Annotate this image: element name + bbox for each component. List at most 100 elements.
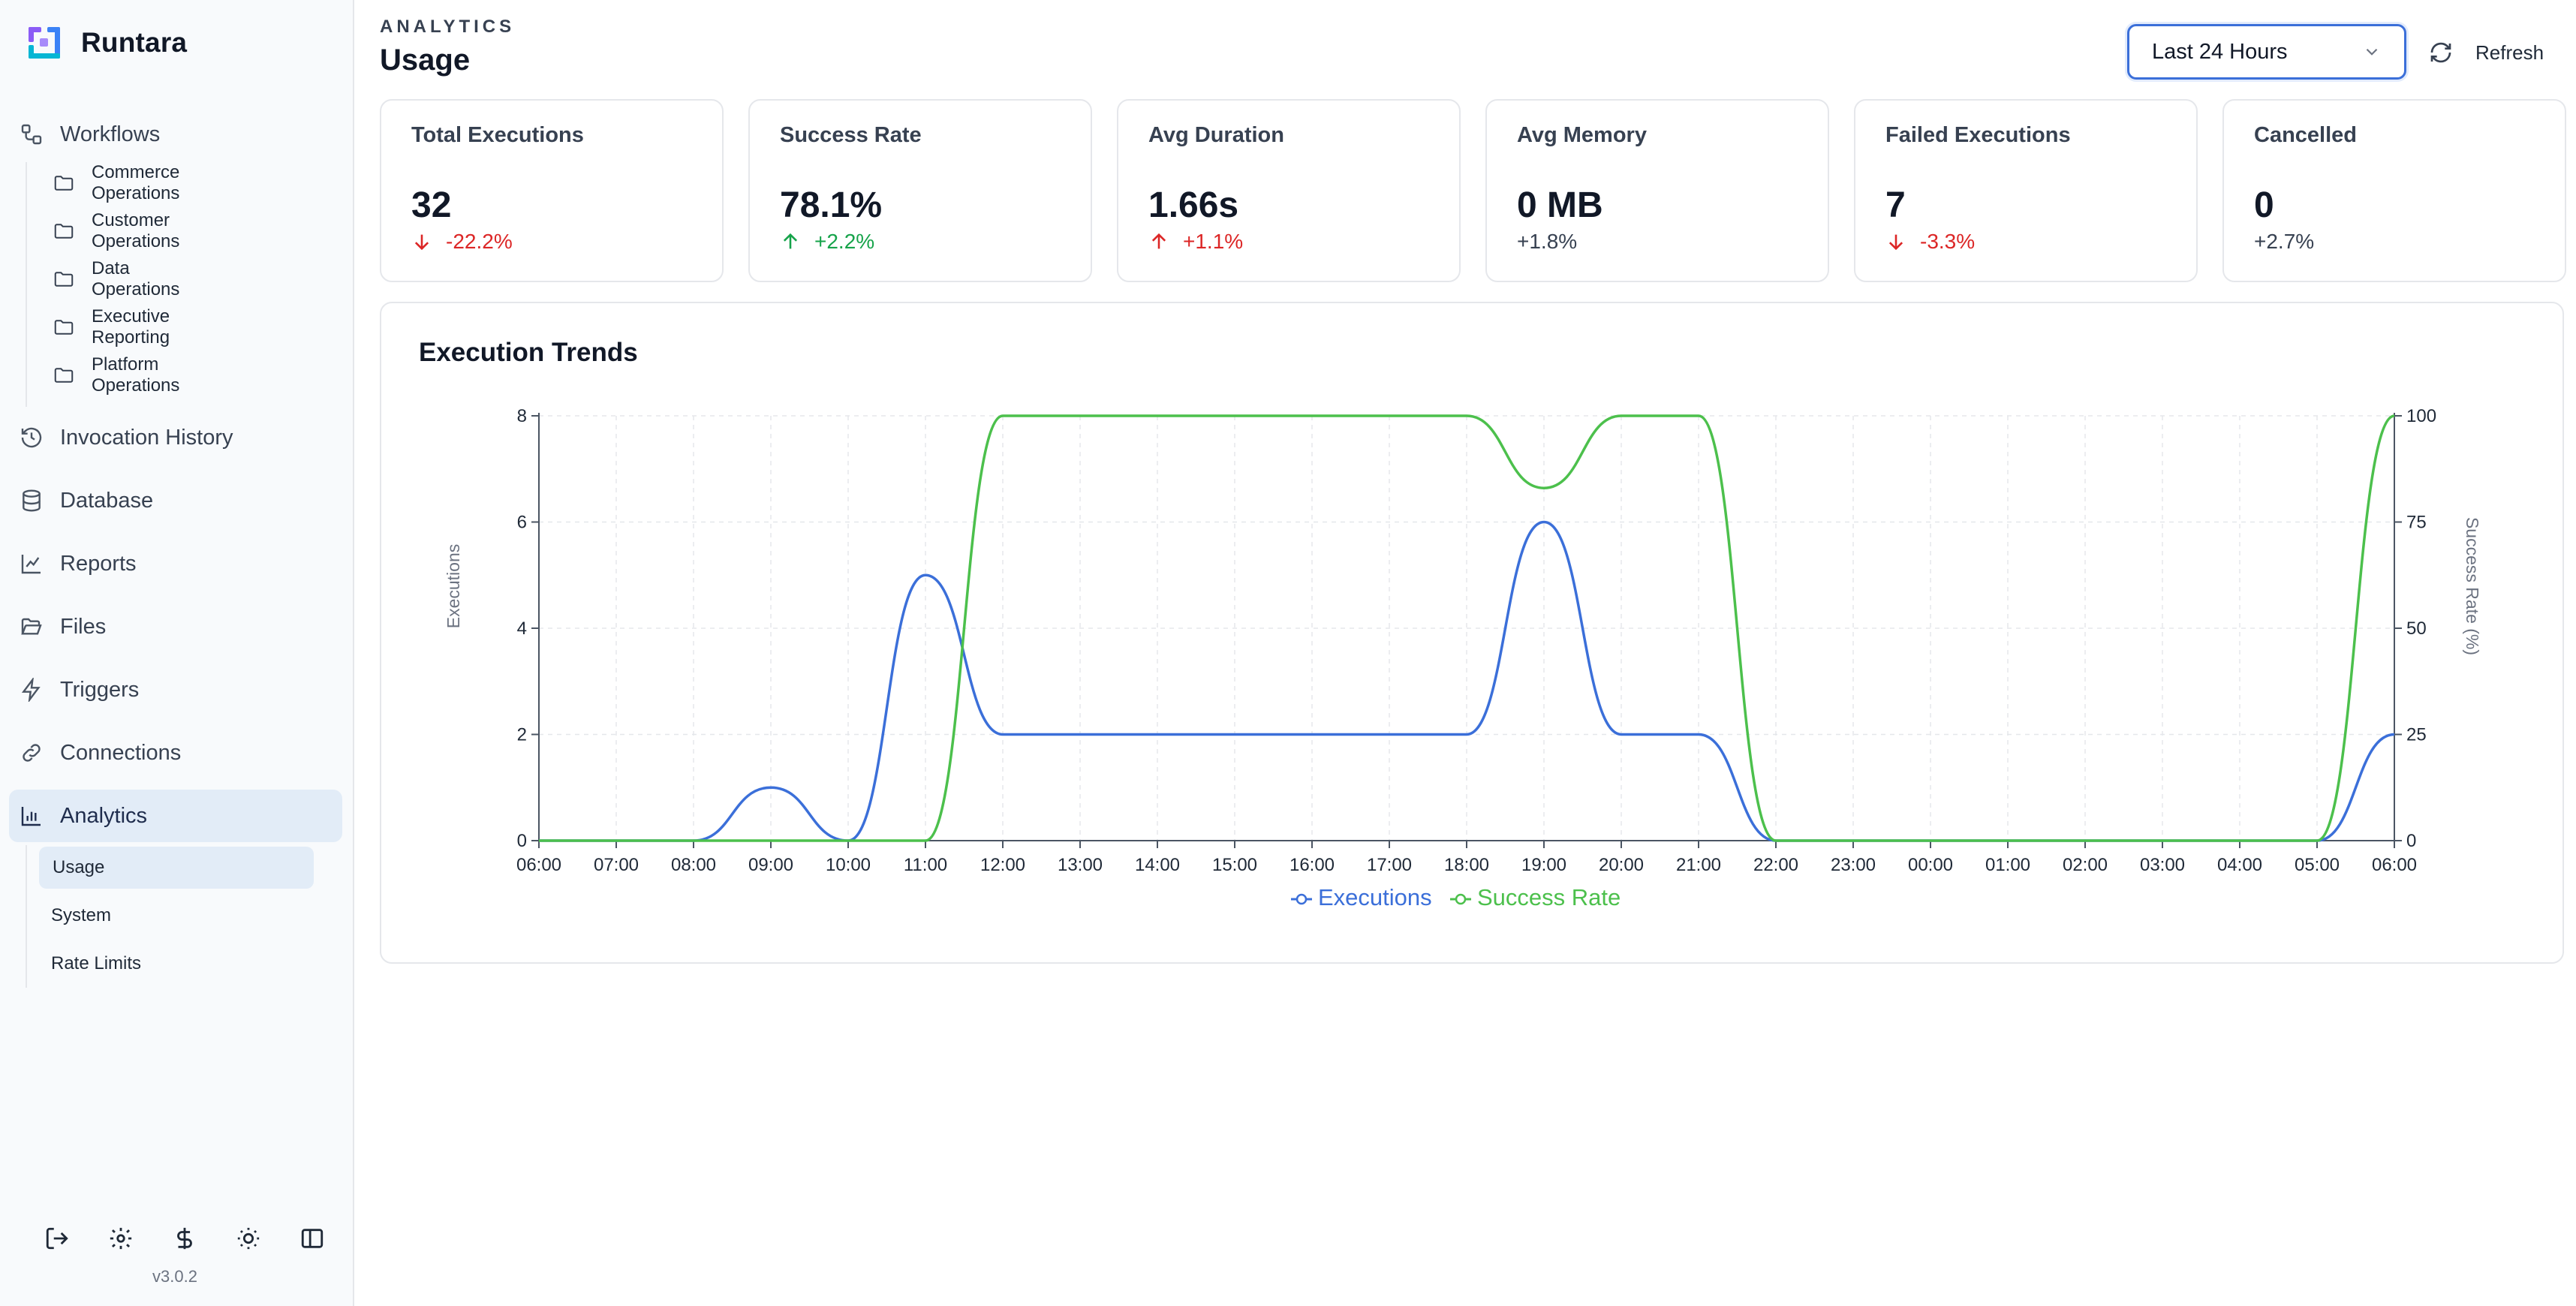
arrow-up-icon — [1148, 231, 1169, 252]
legend-label: Success Rate — [1477, 884, 1621, 910]
y2-tick-label: 75 — [2406, 513, 2427, 533]
folder-open-icon — [21, 618, 42, 635]
theme-toggle-button[interactable] — [233, 1223, 263, 1253]
x-tick-label: 16:00 — [1290, 855, 1335, 875]
chevron-down-icon — [2366, 48, 2378, 56]
metric-value: 78.1% — [780, 185, 883, 225]
metric-value: 0 MB — [1517, 185, 1603, 225]
folder-item[interactable]: Customer Operations — [53, 210, 179, 252]
metric-card: Avg Memory 0 MB +1.8% — [1485, 99, 1829, 282]
subnav-label: System — [51, 905, 112, 925]
nav-label: Reports — [60, 551, 137, 576]
y2-axis-title: Success Rate (%) — [2463, 517, 2482, 655]
metric-value: 1.66s — [1148, 185, 1239, 225]
x-tick-label: 06:00 — [516, 855, 561, 875]
x-tick-label: 12:00 — [980, 855, 1025, 875]
subnav-rate-limits[interactable]: Rate Limits — [38, 943, 312, 985]
folder-icon — [54, 320, 74, 335]
y2-tick-label: 50 — [2406, 618, 2427, 639]
y-tick-label: 6 — [517, 513, 527, 533]
folder-item[interactable]: Data Operations — [53, 258, 179, 300]
logout-button[interactable] — [42, 1223, 72, 1253]
arrow-down-icon — [1885, 231, 1906, 252]
series-line — [539, 414, 2395, 842]
nav-label: Analytics — [60, 803, 148, 828]
x-tick-label: 18:00 — [1444, 855, 1489, 875]
settings-button[interactable] — [106, 1223, 136, 1253]
billing-button[interactable] — [170, 1223, 200, 1253]
metric-delta-value: +2.7% — [2254, 230, 2315, 253]
x-tick-label: 15:00 — [1212, 855, 1257, 875]
nav-files[interactable]: Files — [9, 600, 342, 653]
runtara-logo-icon — [29, 27, 60, 59]
nav-database[interactable]: Database — [9, 474, 342, 527]
subnav-label: Usage — [53, 857, 105, 877]
subnav-system[interactable]: System — [38, 895, 312, 937]
gear-icon — [110, 1227, 132, 1250]
workflow-folders: Commerce Operations Customer Operations … — [26, 162, 179, 407]
y-tick-label: 4 — [517, 618, 527, 639]
nav-label: Workflows — [60, 122, 161, 146]
sun-icon — [237, 1227, 260, 1250]
time-range-value: Last 24 Hours — [2152, 39, 2288, 64]
metric-label: Avg Duration — [1148, 123, 1284, 147]
folder-label: Executive Reporting — [92, 306, 170, 348]
metric-delta: -22.2% — [411, 230, 513, 254]
analytics-subnav — [26, 845, 27, 988]
nav-workflows[interactable]: Workflows — [9, 108, 342, 161]
metric-delta-value: -22.2% — [446, 230, 513, 253]
link-icon — [23, 744, 41, 762]
refresh-button[interactable]: Refresh — [2429, 35, 2544, 71]
metric-delta: +1.1% — [1148, 230, 1243, 254]
refresh-label: Refresh — [2475, 41, 2544, 64]
x-tick-label: 14:00 — [1135, 855, 1180, 875]
x-tick-label: 11:00 — [904, 855, 947, 875]
x-tick-label: 19:00 — [1521, 855, 1566, 875]
x-tick-label: 01:00 — [1985, 855, 2030, 875]
metric-delta: -3.3% — [1885, 230, 1975, 254]
x-tick-label: 22:00 — [1753, 855, 1798, 875]
folder-item[interactable]: Platform Operations — [53, 354, 179, 396]
x-tick-label: 13:00 — [1058, 855, 1103, 875]
metric-delta-value: -3.3% — [1920, 230, 1976, 253]
nav-connections[interactable]: Connections — [9, 727, 342, 779]
chart-title: Execution Trends — [419, 338, 638, 367]
metric-label: Cancelled — [2254, 123, 2357, 147]
folder-item[interactable]: Executive Reporting — [53, 306, 170, 348]
nav-label: Database — [60, 488, 154, 513]
metric-delta-value: +1.8% — [1517, 230, 1578, 253]
nav-analytics[interactable]: Analytics — [9, 790, 342, 842]
history-icon — [21, 427, 42, 448]
app-name: Runtara — [81, 27, 188, 58]
metric-card: Success Rate 78.1% +2.2% — [748, 99, 1092, 282]
nav-label: Files — [60, 614, 107, 639]
dollar-icon — [177, 1227, 192, 1250]
logout-icon — [46, 1227, 68, 1250]
folder-label: Data Operations — [92, 258, 180, 299]
toggle-sidebar-button[interactable] — [297, 1223, 327, 1253]
sidebar: Runtara Workflows Commerce Operations Cu… — [0, 0, 354, 1306]
nav-invocation-history[interactable]: Invocation History — [9, 411, 342, 464]
y-tick-label: 0 — [517, 831, 527, 851]
execution-trends-chart: 0 2 4 6 8 0 25 50 75 100 06:00 07:00 08:00 09:00 10:00… — [444, 406, 2482, 910]
x-tick-label: 02:00 — [2063, 855, 2108, 875]
metric-value: 7 — [1885, 185, 1906, 225]
database-icon — [23, 489, 41, 512]
metric-card: Failed Executions 7 -3.3% — [1854, 99, 2198, 282]
subnav-usage[interactable]: Usage — [39, 847, 314, 889]
nav-reports[interactable]: Reports — [9, 537, 342, 590]
sidebar-panel-icon — [301, 1229, 324, 1248]
app-version: v3.0.2 — [152, 1267, 197, 1286]
x-tick-label: 09:00 — [748, 855, 793, 875]
brand[interactable]: Runtara — [27, 26, 187, 60]
line-chart-icon — [21, 555, 41, 574]
metric-label: Total Executions — [411, 123, 584, 147]
x-tick-label: 08:00 — [671, 855, 716, 875]
folder-item[interactable]: Commerce Operations — [53, 162, 179, 204]
time-range-select[interactable]: Last 24 Hours — [2127, 24, 2406, 80]
nav-triggers[interactable]: Triggers — [9, 664, 342, 716]
folder-icon — [54, 176, 74, 191]
y2-tick-label: 100 — [2406, 406, 2436, 426]
metric-value: 32 — [411, 185, 452, 225]
y-tick-label: 8 — [517, 406, 527, 426]
